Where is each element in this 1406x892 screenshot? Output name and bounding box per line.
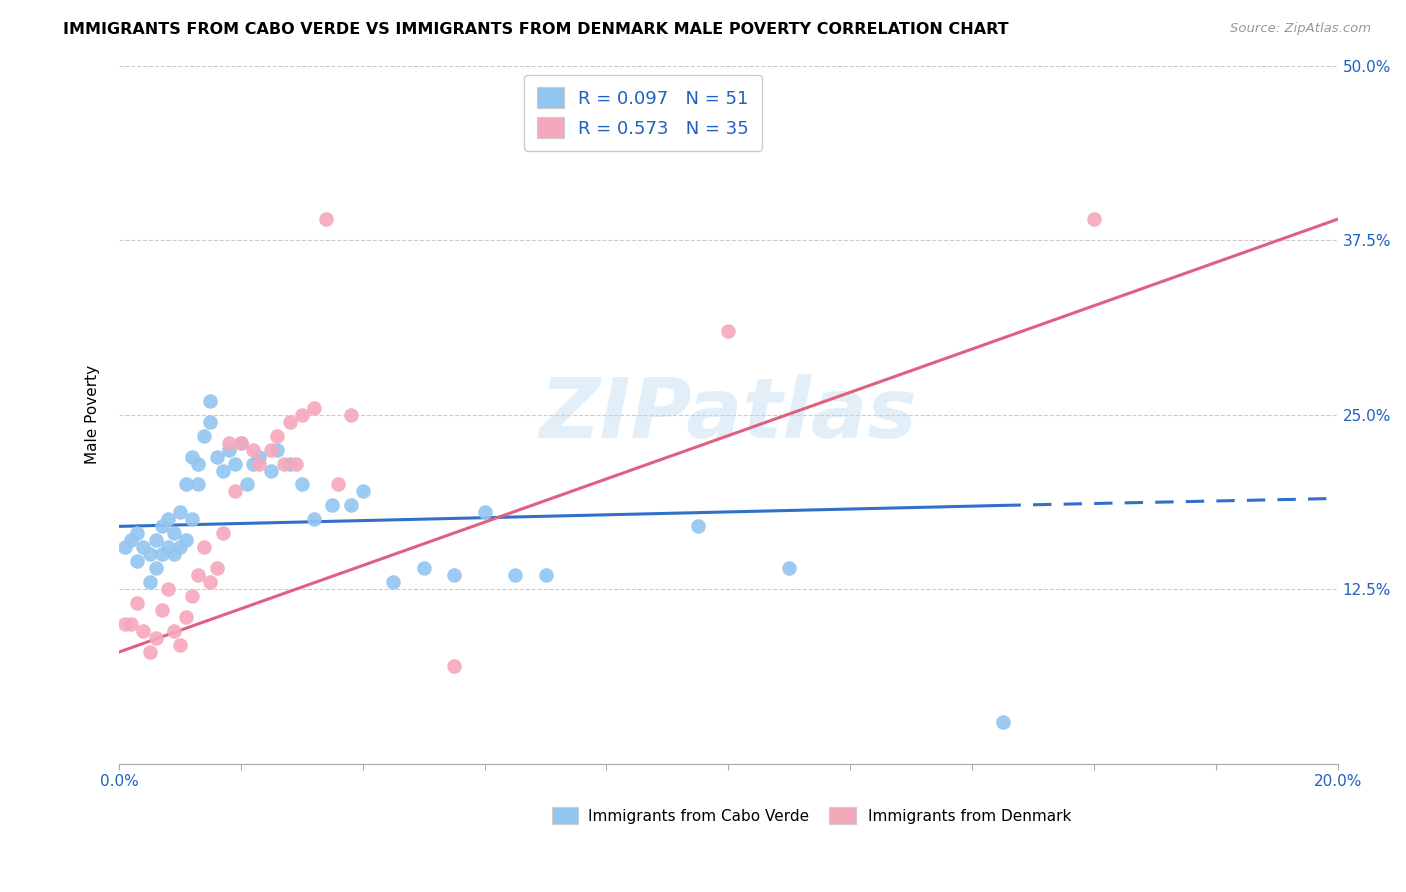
Point [474, 505, 496, 519]
Point [302, 401, 325, 415]
Point [302, 512, 325, 526]
Point [174, 533, 197, 548]
Text: Immigrants from Denmark: Immigrants from Denmark [869, 808, 1071, 823]
Point [114, 541, 136, 555]
Point [120, 533, 142, 548]
Point [242, 457, 264, 471]
Point [150, 603, 173, 617]
Point [339, 499, 361, 513]
Point [211, 463, 233, 477]
Point [163, 526, 186, 541]
Text: Source: ZipAtlas.com: Source: ZipAtlas.com [1230, 22, 1371, 36]
Point [205, 450, 228, 464]
Point [193, 428, 215, 442]
Point [778, 561, 800, 575]
Point [321, 499, 343, 513]
Point [236, 477, 259, 491]
Point [156, 582, 179, 597]
Point [169, 541, 191, 555]
Point [145, 533, 167, 548]
Point [200, 575, 222, 590]
FancyBboxPatch shape [830, 807, 856, 824]
Point [127, 596, 149, 610]
Point [193, 541, 215, 555]
Point [163, 547, 186, 561]
Point [328, 477, 350, 491]
Point [174, 610, 197, 624]
Point [187, 568, 209, 582]
Point [132, 624, 155, 638]
Point [260, 463, 283, 477]
Point [174, 477, 197, 491]
Y-axis label: Male Poverty: Male Poverty [86, 365, 100, 464]
Point [181, 589, 204, 603]
Point [1083, 212, 1105, 227]
Point [260, 442, 283, 457]
Point [132, 541, 155, 555]
Point [315, 212, 337, 227]
Text: ZIPatlas: ZIPatlas [540, 374, 917, 455]
Point [218, 435, 240, 450]
Point [138, 575, 160, 590]
Point [503, 568, 526, 582]
Point [169, 505, 191, 519]
Point [150, 519, 173, 533]
Point [247, 450, 270, 464]
Point [120, 617, 142, 632]
Point [114, 617, 136, 632]
Point [205, 561, 228, 575]
Point [339, 408, 361, 422]
Point [156, 541, 179, 555]
Point [145, 561, 167, 575]
Point [156, 512, 179, 526]
Point [278, 415, 301, 429]
Point [127, 526, 149, 541]
Point [352, 484, 374, 499]
Point [443, 568, 465, 582]
Point [138, 645, 160, 659]
Point [291, 477, 314, 491]
Legend: R = 0.097   N = 51, R = 0.573   N = 35: R = 0.097 N = 51, R = 0.573 N = 35 [524, 75, 762, 151]
FancyBboxPatch shape [551, 807, 578, 824]
Point [150, 547, 173, 561]
Text: IMMIGRANTS FROM CABO VERDE VS IMMIGRANTS FROM DENMARK MALE POVERTY CORRELATION C: IMMIGRANTS FROM CABO VERDE VS IMMIGRANTS… [63, 22, 1010, 37]
Text: Immigrants from Cabo Verde: Immigrants from Cabo Verde [588, 808, 810, 823]
Point [242, 442, 264, 457]
Point [181, 512, 204, 526]
Point [412, 561, 434, 575]
Point [284, 457, 307, 471]
Point [127, 554, 149, 568]
Point [169, 638, 191, 652]
Point [224, 484, 246, 499]
Point [534, 568, 557, 582]
Point [247, 457, 270, 471]
Point [229, 435, 252, 450]
Point [187, 457, 209, 471]
Point [224, 457, 246, 471]
Point [443, 659, 465, 673]
Point [181, 450, 204, 464]
Point [229, 435, 252, 450]
Point [266, 428, 288, 442]
Point [273, 457, 295, 471]
Point [145, 631, 167, 645]
Point [991, 714, 1014, 729]
Point [382, 575, 405, 590]
Point [686, 519, 709, 533]
Point [266, 442, 288, 457]
Point [200, 415, 222, 429]
Point [200, 393, 222, 408]
Point [291, 408, 314, 422]
Point [211, 526, 233, 541]
Point [187, 477, 209, 491]
Point [138, 547, 160, 561]
Point [717, 324, 740, 338]
Point [278, 457, 301, 471]
Point [218, 442, 240, 457]
Point [163, 624, 186, 638]
